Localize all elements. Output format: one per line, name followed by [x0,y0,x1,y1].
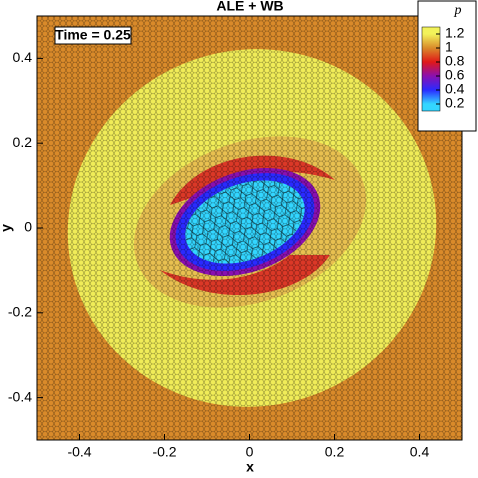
annotation: Time = 0.25 [55,27,131,43]
colorbar-tick-label: 0.4 [445,81,465,97]
chart-title: ALE + WB [216,0,283,14]
y-axis-label: y [0,224,14,232]
x-tick-label: -0.4 [67,444,91,460]
y-tick-label: -0.4 [8,388,32,404]
colorbar-tick-label: 0.8 [445,53,465,69]
colorbar-tick-label: 1.2 [445,25,465,41]
colorbar-tick-label: 1 [445,39,453,55]
y-tick-label: 0.4 [13,49,33,65]
x-tick-label: 0.2 [325,444,345,460]
x-axis-label: x [246,459,254,475]
colorbar-label: p [454,3,462,18]
y-tick-label: 0.2 [13,134,33,150]
x-tick-label: 0 [246,444,254,460]
mesh-core [185,180,305,264]
colorbar-tick-label: 0.6 [445,67,465,83]
colorbar [421,26,441,112]
annotation-box [54,26,132,45]
y-tick-label: -0.2 [8,304,32,320]
field [37,16,462,440]
colorbar-tick-label: 0.2 [445,95,465,111]
x-tick-label: -0.2 [152,444,176,460]
x-tick-label: 0.4 [410,444,430,460]
y-tick-label: 0 [24,219,32,235]
